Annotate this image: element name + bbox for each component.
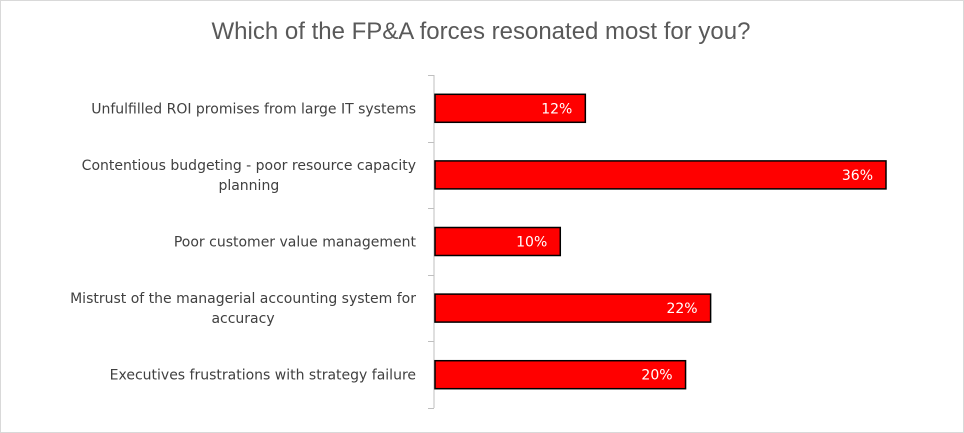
category-label-line: planning (218, 178, 279, 194)
category-label: Mistrust of the managerial accounting sy… (70, 291, 416, 327)
data-label: 12% (541, 101, 572, 117)
bar (434, 226, 562, 257)
bar (434, 359, 687, 390)
category-label-line: Contentious budgeting - poor resource ca… (82, 158, 416, 174)
chart-title: Which of the FP&A forces resonated most … (211, 18, 751, 45)
category-label: Unfulfilled ROI promises from large IT s… (91, 101, 416, 117)
bar (434, 160, 887, 190)
category-label-line: Poor customer value management (174, 235, 417, 251)
data-label: 22% (666, 301, 697, 317)
category-label-line: Unfulfilled ROI promises from large IT s… (91, 101, 416, 117)
bar (434, 293, 712, 323)
data-label: 20% (641, 368, 672, 384)
category-label: Poor customer value management (174, 235, 417, 251)
category-label-line: accuracy (211, 311, 274, 327)
category-label: Executives frustrations with strategy fa… (110, 368, 416, 384)
category-label: Contentious budgeting - poor resource ca… (82, 158, 416, 194)
category-label-line: Executives frustrations with strategy fa… (110, 368, 416, 384)
data-label: 10% (516, 235, 547, 251)
data-label: 36% (842, 168, 873, 184)
bar (434, 93, 587, 124)
category-label-line: Mistrust of the managerial accounting sy… (70, 291, 416, 307)
